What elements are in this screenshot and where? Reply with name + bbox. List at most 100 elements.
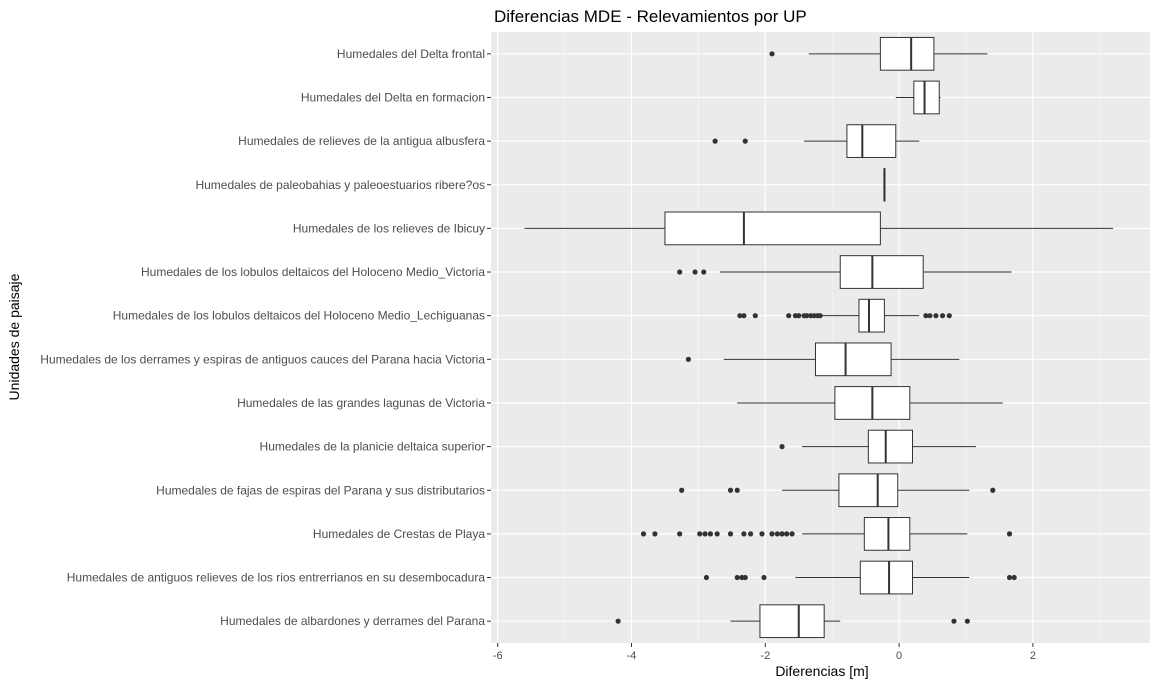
outlier-point [784,531,790,537]
outlier-point [701,269,707,275]
box [664,211,881,246]
y-tick-label: Humedales de los lobulos deltaicos del H… [141,265,485,279]
outlier-point [1011,574,1017,581]
outlier-point [685,356,691,362]
y-tick-label: Humedales del Delta frontal [337,47,485,61]
x-axis-label: Diferencias [m] [775,663,868,679]
chart-title: Diferencias MDE - Relevamientos por UP [494,7,807,26]
outlier-point [652,531,658,537]
boxplot-group [779,429,977,464]
outlier-point [742,138,748,144]
y-tick-label: Humedales de Crestas de Playa [313,527,485,541]
boxplot-group [769,36,988,71]
outlier-point [786,313,792,319]
outlier-point [789,531,795,537]
x-tick-label: 2 [1030,650,1036,662]
outlier-point [692,269,698,275]
boxplot-group [712,124,920,158]
y-tick-label: Humedales de albardones y derrames del P… [220,614,485,628]
outlier-point [734,574,740,581]
outlier-point [951,618,957,624]
boxplot-group [737,298,952,333]
outlier-point [734,487,740,493]
box [838,473,899,508]
outlier-point [779,444,785,450]
outlier-point [759,531,765,537]
boxplot-group [883,167,886,202]
outlier-point [923,313,929,319]
x-tick-label: -4 [627,650,637,662]
y-tick-label: Humedales de relieves de la antigua albu… [238,134,485,148]
box [867,429,913,464]
box [879,36,935,71]
outlier-point [679,487,685,493]
outlier-point [703,574,710,581]
outlier-point [1006,531,1013,537]
x-axis-ticks: -6 -4 -2 0 2 [493,643,1036,662]
outlier-point [714,531,720,537]
y-tick-label: Humedales de paleobahias y paleoestuario… [195,178,485,192]
box [814,342,892,377]
outlier-point [964,618,970,624]
boxplot-group [677,255,1012,289]
outlier-point [707,531,714,537]
outlier-point [677,531,683,537]
marks-layer [524,36,1114,639]
outlier-point [769,531,775,537]
outlier-point [712,138,718,144]
y-tick-label: Humedales de los relieves de Ibicuy [293,221,485,235]
outlier-point [796,313,802,319]
boxplot-group [703,560,1017,595]
x-tick-label: 0 [896,650,902,662]
boxplot-group [737,386,1003,420]
outlier-point [742,574,748,581]
outlier-point [1006,574,1013,581]
y-tick-label: Humedales de fajas de espiras del Parana… [156,483,485,497]
outlier-point [990,487,996,493]
y-tick-label: Humedales de los lobulos deltaicos del H… [113,309,485,323]
outlier-point [774,531,780,537]
boxplot-group [679,473,996,508]
y-axis-label: Unidades de paisaje [6,273,22,400]
x-tick-label: -6 [493,650,503,662]
y-tick-label: Humedales de las grandes lagunas de Vict… [237,396,485,410]
outlier-point [817,313,823,319]
box [846,124,897,158]
outlier-point [737,313,743,319]
y-tick-label: Humedales del Delta en formacion [301,90,485,104]
plot-panel [491,32,1150,643]
outlier-point [727,531,734,537]
boxplot-group [640,517,1013,551]
outlier-point [727,487,734,493]
y-tick-label: Humedales de la planicie deltaica superi… [260,440,485,454]
boxplot-group [524,211,1114,246]
y-tick-label: Humedales de los derrames y espiras de a… [40,352,485,366]
outlier-point [702,531,708,537]
box [839,255,924,289]
boxplot-group [615,604,970,639]
outlier-point [769,51,775,57]
outlier-point [804,313,810,319]
x-tick-label: -2 [760,650,770,662]
outlier-point [761,574,767,581]
outlier-point [946,313,952,319]
box [863,517,911,551]
outlier-point [939,313,946,319]
outlier-point [677,269,683,275]
outlier-point [779,531,785,537]
outlier-point [741,313,747,319]
boxplot-group [895,80,941,115]
outlier-point [752,313,758,319]
outlier-point [615,618,621,624]
outlier-point [747,531,754,537]
y-axis-ticks: Humedales del Delta frontal Humedales del… [40,47,491,628]
box [913,80,940,115]
outlier-point [741,531,747,537]
y-tick-label: Humedales de antiguos relieves de los ri… [67,571,486,585]
outlier-point [640,531,647,537]
boxplot-group [685,342,960,377]
outlier-point [933,313,939,319]
outlier-point [697,531,703,537]
